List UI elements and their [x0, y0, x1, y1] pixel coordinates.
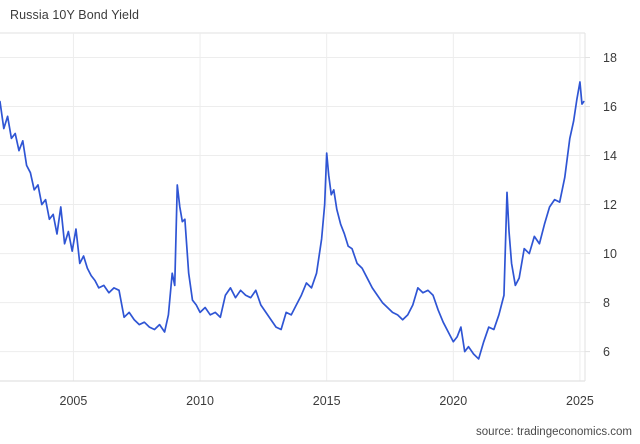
x-axis: 2005 2010 2015 2020 2025: [60, 394, 594, 408]
y-tick-label: 14: [603, 149, 617, 163]
y-axis: 6 8 10 12 14 16 18: [585, 51, 617, 359]
x-tick-label: 2015: [313, 394, 341, 408]
page-title: Russia 10Y Bond Yield: [10, 8, 140, 22]
data-series: [0, 81, 585, 360]
series-line-0: [0, 81, 585, 360]
y-tick-label: 12: [603, 198, 617, 212]
y-tick-label: 6: [603, 345, 610, 359]
y-tick-label: 18: [603, 51, 617, 65]
y-tick-label: 8: [603, 296, 610, 310]
x-tick-label: 2020: [439, 394, 467, 408]
x-tick-label: 2010: [186, 394, 214, 408]
y-tick-label: 16: [603, 100, 617, 114]
x-tick-label: 2025: [566, 394, 594, 408]
grid-lines: [0, 32, 586, 382]
y-tick-label: 10: [603, 247, 617, 261]
x-tick-label: 2005: [60, 394, 88, 408]
source-attribution: source: tradingeconomics.com: [476, 426, 632, 438]
